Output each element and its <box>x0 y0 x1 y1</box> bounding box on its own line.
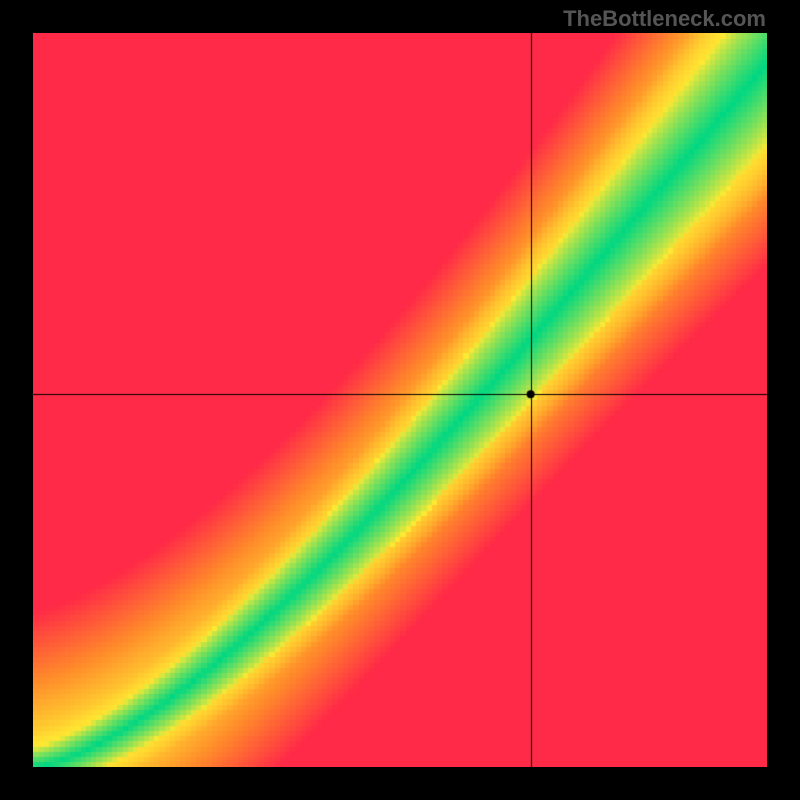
watermark-text: TheBottleneck.com <box>563 6 766 32</box>
chart-container: TheBottleneck.com <box>0 0 800 800</box>
bottleneck-heatmap <box>33 33 767 767</box>
